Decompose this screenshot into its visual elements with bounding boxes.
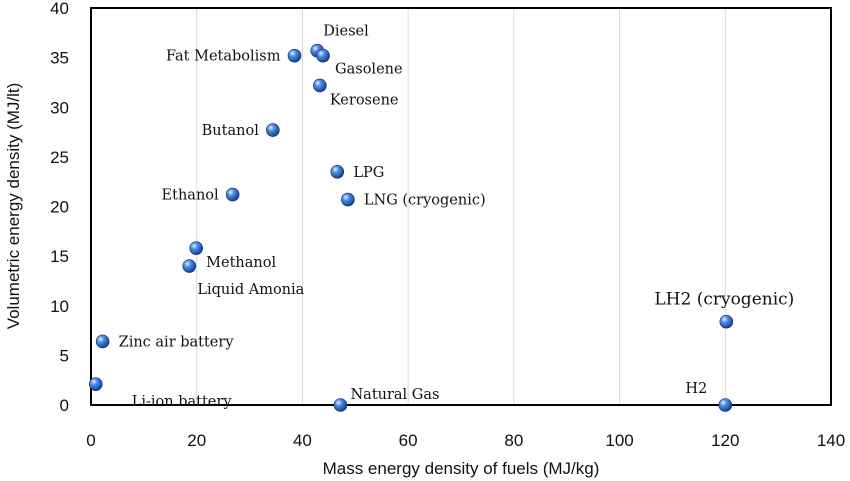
point-label: LH2 (cryogenic) [654,290,794,310]
data-point [313,78,327,93]
y-tick-label: 10 [50,297,69,316]
point-label: Ethanol [162,188,219,204]
data-point [718,398,733,412]
x-tick-label: 100 [605,431,633,450]
point-label: Natural Gas [350,387,439,403]
data-point [316,48,330,63]
data-point [719,314,734,329]
x-tick-label: 60 [399,431,418,450]
point-label: Zinc air battery [119,334,235,350]
y-axis-title: Volumetric energy density (MJ/lt) [4,83,23,330]
data-point [95,334,110,349]
y-tick-label: 20 [50,198,69,217]
data-point [341,192,355,207]
point-label: Diesel [323,24,369,40]
data-point [333,398,348,412]
point-label: Kerosene [330,92,399,108]
plot-frame [90,7,832,406]
point-label: H2 [685,381,707,397]
x-axis-title: Mass energy density of fuels (MJ/kg) [323,459,600,478]
point-label: Gasolene [335,62,403,78]
data-points [88,43,734,412]
point-label: Fat Metabolism [166,49,281,65]
y-tick-label: 5 [60,346,69,365]
y-tick-label: 40 [50,0,69,18]
point-label: Methanol [206,255,276,271]
y-tick-label: 0 [60,396,69,415]
y-tick-label: 35 [50,49,69,68]
y-tick-label: 15 [50,247,69,266]
x-tick-label: 40 [293,431,312,450]
data-point [88,377,103,391]
x-tick-label: 20 [187,431,206,450]
grid-lines [196,8,726,405]
point-label: LPG [353,165,384,181]
point-label: Li-ion battery [132,394,233,410]
data-point [266,123,280,137]
point-label: Liquid Amonia [197,282,304,298]
point-label: Butanol [202,123,260,139]
point-label: LNG (cryogenic) [364,193,486,209]
y-tick-label: 30 [50,98,69,117]
data-point [182,259,197,273]
x-axis-ticks: 0 20 40 60 80 100 120 140 [86,431,845,450]
x-tick-label: 80 [504,431,523,450]
y-tick-label: 25 [50,148,69,167]
y-axis-ticks: 0 5 10 15 20 25 30 35 40 [50,0,69,415]
data-point [225,187,240,202]
data-point [330,164,345,179]
x-tick-label: 0 [86,431,95,450]
point-labels: Fat Metabolism Kerosene Butanol LPG Ethanol L… [119,24,795,410]
data-point [189,241,203,255]
x-tick-label: 120 [711,431,739,450]
data-point [287,48,302,63]
x-tick-label: 140 [817,431,845,450]
